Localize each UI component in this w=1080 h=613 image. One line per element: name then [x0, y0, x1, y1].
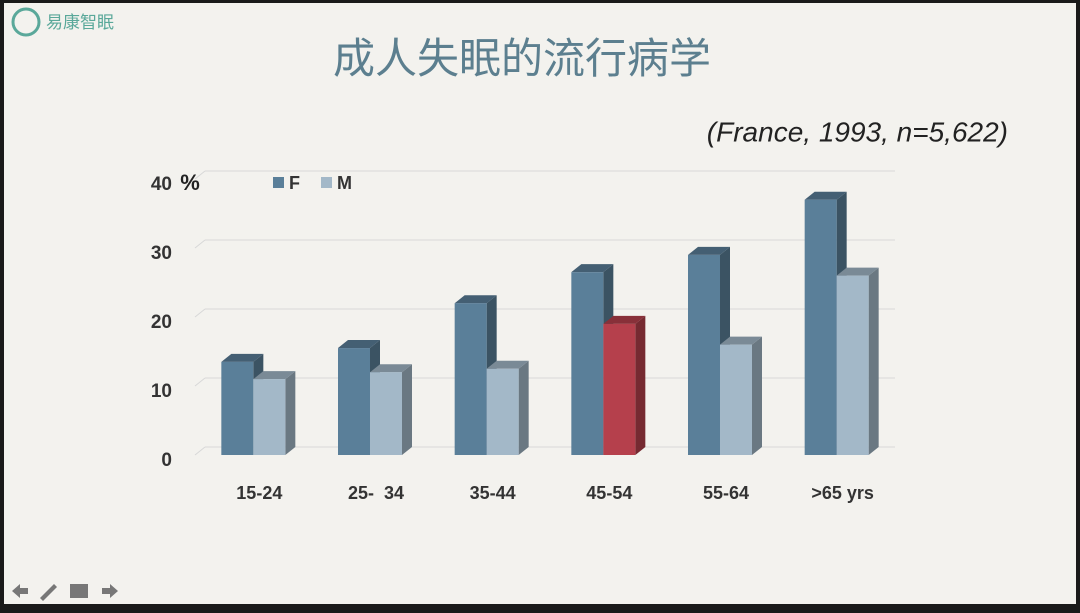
- y-tick-label: 40: [151, 174, 172, 195]
- bar-top: [804, 191, 847, 200]
- x-tick-label: 15-24: [236, 483, 282, 503]
- bar-top: [253, 371, 296, 380]
- logo-text: 易康智眠: [46, 13, 114, 33]
- legend-swatch: [273, 177, 284, 188]
- bar: [720, 336, 762, 455]
- bar: [370, 364, 412, 455]
- bar-top: [370, 364, 412, 373]
- bar-top: [571, 264, 614, 273]
- bar-top: [603, 315, 646, 324]
- bar-front: [804, 199, 837, 455]
- bar-side: [402, 364, 412, 455]
- y-unit: %: [180, 170, 200, 195]
- pen-button[interactable]: [40, 584, 57, 601]
- x-tick-label: 35-44: [470, 483, 516, 503]
- bar-front: [688, 254, 720, 455]
- bar-side: [635, 315, 646, 455]
- slide-background: [4, 3, 1076, 604]
- prev-button[interactable]: [12, 584, 28, 598]
- bar-top: [486, 360, 529, 369]
- bar: [836, 267, 879, 455]
- nav-controls[interactable]: [12, 584, 118, 601]
- bar-side: [752, 336, 762, 455]
- bar: [486, 360, 529, 455]
- y-tick-label: 0: [161, 450, 172, 471]
- bar-top: [338, 340, 380, 349]
- legend-label: F: [289, 173, 300, 193]
- y-tick-label: 20: [151, 312, 172, 333]
- bar-side: [868, 267, 879, 455]
- bar-front: [370, 372, 402, 455]
- bar-front: [836, 275, 869, 455]
- bar-top: [836, 267, 879, 276]
- bar-front: [571, 272, 604, 455]
- grid-line: [194, 239, 206, 249]
- grid-line: [194, 308, 206, 318]
- bar-front: [486, 368, 519, 455]
- bar-top: [688, 246, 730, 255]
- bar-side: [285, 371, 296, 455]
- bar: [603, 315, 646, 455]
- legend-swatch: [321, 177, 332, 188]
- bar-top: [720, 336, 762, 345]
- next-button[interactable]: [102, 584, 118, 598]
- x-tick-label: >65 yrs: [811, 483, 874, 503]
- x-tick-label: 45-54: [586, 483, 632, 503]
- x-tick-label: 25- 34: [348, 483, 404, 503]
- grid-line: [194, 170, 206, 180]
- bar-top: [454, 295, 497, 304]
- bar-front: [253, 379, 286, 455]
- bar-front: [603, 323, 636, 455]
- y-tick-label: 10: [151, 381, 172, 402]
- bar-side: [518, 360, 529, 455]
- bar-top: [221, 353, 264, 362]
- grid-line: [194, 377, 206, 387]
- bar: [253, 371, 296, 455]
- legend-label: M: [337, 173, 352, 193]
- bar-front: [720, 344, 752, 455]
- grid-line: [194, 446, 206, 456]
- subtitle: (France, 1993, n=5,622): [707, 116, 1008, 147]
- slide-title: 成人失眠的流行病学: [333, 34, 711, 83]
- y-tick-label: 30: [151, 243, 172, 264]
- bar-front: [338, 348, 370, 455]
- logo-icon: [11, 7, 41, 37]
- bar-front: [454, 303, 487, 455]
- bar-front: [221, 361, 254, 455]
- x-tick-label: 55-64: [703, 483, 749, 503]
- menu-button[interactable]: [70, 584, 88, 598]
